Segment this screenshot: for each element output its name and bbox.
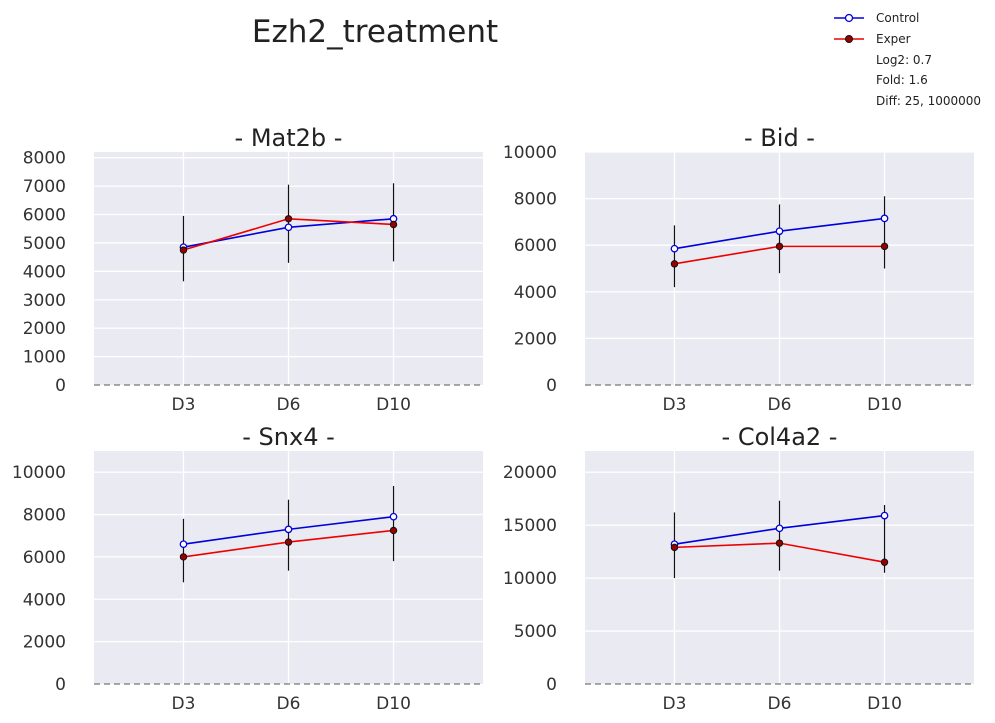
y-tick-label: 20000 xyxy=(503,463,557,483)
x-tick-label: D6 xyxy=(768,395,792,415)
data-point-exper xyxy=(670,543,679,552)
legend-label-exper: Exper xyxy=(876,32,911,47)
y-tick-label: 15000 xyxy=(503,516,557,536)
chart-panel: 0 1000 2000 3000 4000 5000 6000 7000 8000 D3 D6 D10… xyxy=(23,124,483,415)
x-tick-label: D10 xyxy=(376,395,411,415)
y-tick-label: 0 xyxy=(55,376,66,396)
data-point-control xyxy=(670,244,679,253)
data-point-exper xyxy=(179,553,188,561)
y-tick-label: 2000 xyxy=(23,633,66,653)
x-tick-label: D3 xyxy=(663,395,687,415)
data-point-control xyxy=(880,214,889,223)
legend-note-fold: Fold: 1.6 xyxy=(876,73,928,88)
legend-note-diff: Diff: 25, 1000000 xyxy=(876,94,982,109)
figure-title: Ezh2_treatment xyxy=(251,14,499,50)
legend-note-log2: Log2: 0.7 xyxy=(876,52,933,67)
legend-control-marker-icon xyxy=(834,14,864,23)
y-tick-label: 2000 xyxy=(514,329,557,349)
data-point-exper xyxy=(284,538,293,546)
legend-exper-marker-icon xyxy=(834,35,864,44)
chart-panel: 0 2000 4000 6000 8000 10000 D3 D6 D10 - Snx4 - xyxy=(12,423,483,714)
data-point-exper xyxy=(775,242,784,251)
y-tick-label: 2000 xyxy=(23,319,66,339)
y-tick-label: 0 xyxy=(546,376,557,396)
x-tick-label: D10 xyxy=(867,395,902,415)
data-point-exper xyxy=(880,242,889,251)
y-tick-label: 1000 xyxy=(23,348,66,368)
y-tick-label: 10000 xyxy=(503,569,557,589)
data-point-control xyxy=(775,227,784,236)
data-point-exper xyxy=(179,246,188,254)
y-tick-label: 7000 xyxy=(23,177,66,197)
x-tick-label: D10 xyxy=(376,694,411,714)
legend-entry-exper: Exper xyxy=(834,29,981,50)
legend: Control Exper Log2: 0.7 Fold: 1.6 Diff: … xyxy=(834,8,981,111)
x-tick-label: D6 xyxy=(768,694,792,714)
y-tick-label: 5000 xyxy=(23,234,66,254)
y-tick-label: 8000 xyxy=(514,190,557,210)
y-tick-label: 6000 xyxy=(23,548,66,568)
data-point-control xyxy=(284,223,293,232)
data-point-exper xyxy=(389,526,398,535)
data-point-control xyxy=(775,524,784,533)
y-tick-label: 6000 xyxy=(23,206,66,226)
data-point-control xyxy=(284,525,293,534)
y-tick-label: 4000 xyxy=(23,590,66,610)
x-tick-label: D3 xyxy=(172,694,196,714)
x-tick-label: D3 xyxy=(172,395,196,415)
x-tick-label: D6 xyxy=(277,694,301,714)
y-tick-label: 10000 xyxy=(503,143,557,163)
y-tick-label: 3000 xyxy=(23,291,66,311)
y-tick-label: 6000 xyxy=(514,236,557,256)
panel-title: - Bid - xyxy=(744,124,815,152)
x-tick-label: D10 xyxy=(867,694,902,714)
data-point-exper xyxy=(775,539,784,547)
data-point-exper xyxy=(670,260,679,268)
data-point-exper xyxy=(284,215,293,223)
data-point-control xyxy=(179,540,188,549)
data-point-exper xyxy=(389,220,398,229)
y-tick-label: 5000 xyxy=(514,622,557,642)
chart-panel: 0 5000 10000 15000 20000 D3 D6 D10 - Col4a2 - xyxy=(503,423,974,714)
data-point-exper xyxy=(880,558,889,566)
y-tick-label: 4000 xyxy=(514,283,557,303)
x-tick-label: D6 xyxy=(277,395,301,415)
y-tick-label: 0 xyxy=(55,675,66,695)
y-tick-label: 8000 xyxy=(23,149,66,169)
chart-panel: 0 2000 4000 6000 8000 10000 D3 D6 D10 - Bid - xyxy=(503,124,974,415)
x-tick-label: D3 xyxy=(663,694,687,714)
data-point-control xyxy=(389,512,398,521)
y-tick-label: 4000 xyxy=(23,262,66,282)
y-tick-label: 0 xyxy=(546,675,557,695)
y-tick-label: 10000 xyxy=(12,463,66,483)
legend-entry-control: Control xyxy=(834,8,981,29)
panel-title: - Col4a2 - xyxy=(722,423,838,451)
data-point-control xyxy=(880,511,889,520)
y-tick-label: 8000 xyxy=(23,506,66,526)
legend-label-control: Control xyxy=(876,11,920,26)
panel-title: - Snx4 - xyxy=(242,423,335,451)
panel-title: - Mat2b - xyxy=(235,124,343,152)
